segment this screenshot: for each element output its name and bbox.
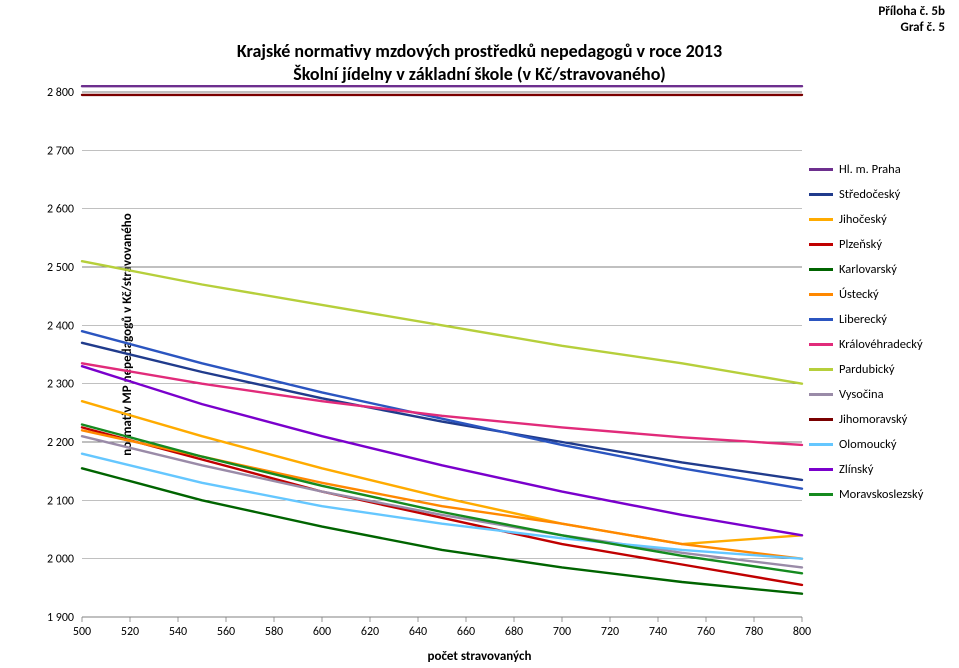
legend-swatch [809, 318, 833, 321]
legend-swatch [809, 168, 833, 171]
legend-label: Pardubický [839, 362, 895, 377]
svg-text:780: 780 [745, 625, 763, 639]
svg-text:2 500: 2 500 [47, 261, 74, 275]
legend-item: Jihomoravský [809, 412, 945, 427]
legend-label: Ústecký [839, 287, 879, 302]
attachment-header: Příloha č. 5b Graf č. 5 [878, 4, 945, 35]
legend-swatch [809, 368, 833, 371]
legend-item: Moravskoslezský [809, 487, 945, 502]
svg-text:1 900: 1 900 [47, 611, 74, 625]
legend-swatch [809, 468, 833, 471]
svg-text:2 600: 2 600 [47, 203, 74, 217]
svg-text:540: 540 [169, 625, 187, 639]
series-line [82, 430, 802, 558]
legend-label: Plzeňský [839, 237, 882, 252]
legend-label: Zlínský [839, 462, 873, 477]
page: Příloha č. 5b Graf č. 5 Krajské normativ… [0, 0, 959, 668]
svg-text:760: 760 [697, 625, 715, 639]
svg-text:720: 720 [601, 625, 619, 639]
legend-swatch [809, 193, 833, 196]
x-axis-label: počet stravovaných [0, 649, 959, 664]
legend-label: Královéhradecký [839, 337, 923, 352]
header-line1: Příloha č. 5b [878, 4, 945, 20]
legend-swatch [809, 268, 833, 271]
svg-text:560: 560 [217, 625, 235, 639]
legend-label: Středočeský [839, 187, 900, 202]
legend-label: Jihomoravský [839, 412, 907, 427]
svg-text:620: 620 [361, 625, 379, 639]
legend-label: Jihočeský [839, 212, 887, 227]
legend-swatch [809, 393, 833, 396]
legend-label: Hl. m. Praha [839, 162, 901, 177]
svg-text:680: 680 [505, 625, 523, 639]
legend-item: Pardubický [809, 362, 945, 377]
legend-swatch [809, 493, 833, 496]
svg-text:2 800: 2 800 [47, 86, 74, 100]
legend-item: Zlínský [809, 462, 945, 477]
legend-label: Karlovarský [839, 262, 897, 277]
svg-text:2 300: 2 300 [47, 378, 74, 392]
svg-text:2 200: 2 200 [47, 436, 74, 450]
svg-text:500: 500 [73, 625, 91, 639]
header-line2: Graf č. 5 [878, 20, 945, 36]
legend-item: Královéhradecký [809, 337, 945, 352]
legend-item: Liberecký [809, 312, 945, 327]
legend-label: Vysočina [839, 387, 884, 402]
legend-swatch [809, 243, 833, 246]
legend-label: Olomoucký [839, 437, 897, 452]
svg-text:520: 520 [121, 625, 139, 639]
svg-text:2 000: 2 000 [47, 553, 74, 567]
svg-text:800: 800 [793, 625, 811, 639]
legend: Hl. m. Praha Středočeský Jihočeský Plzeňský… [809, 162, 945, 512]
series-line [82, 343, 802, 480]
legend-label: Liberecký [839, 312, 887, 327]
series-line [82, 468, 802, 593]
svg-text:740: 740 [649, 625, 667, 639]
series-line [82, 261, 802, 384]
legend-item: Ústecký [809, 287, 945, 302]
legend-item: Plzeňský [809, 237, 945, 252]
legend-swatch [809, 343, 833, 346]
svg-text:700: 700 [553, 625, 571, 639]
svg-text:640: 640 [409, 625, 427, 639]
svg-text:660: 660 [457, 625, 475, 639]
legend-item: Olomoucký [809, 437, 945, 452]
plot-area: 1 9002 0002 1002 2002 3002 4002 5002 600… [82, 92, 802, 617]
chart-svg: 1 9002 0002 1002 2002 3002 4002 5002 600… [82, 92, 802, 617]
legend-swatch [809, 293, 833, 296]
svg-text:2 700: 2 700 [47, 144, 74, 158]
svg-text:580: 580 [265, 625, 283, 639]
svg-text:600: 600 [313, 625, 331, 639]
legend-item: Jihočeský [809, 212, 945, 227]
svg-text:2 400: 2 400 [47, 319, 74, 333]
legend-item: Hl. m. Praha [809, 162, 945, 177]
legend-swatch [809, 218, 833, 221]
legend-item: Karlovarský [809, 262, 945, 277]
legend-swatch [809, 443, 833, 446]
legend-swatch [809, 418, 833, 421]
legend-label: Moravskoslezský [839, 487, 923, 502]
series-line [82, 366, 802, 535]
legend-item: Vysočina [809, 387, 945, 402]
legend-item: Středočeský [809, 187, 945, 202]
svg-text:2 100: 2 100 [47, 494, 74, 508]
